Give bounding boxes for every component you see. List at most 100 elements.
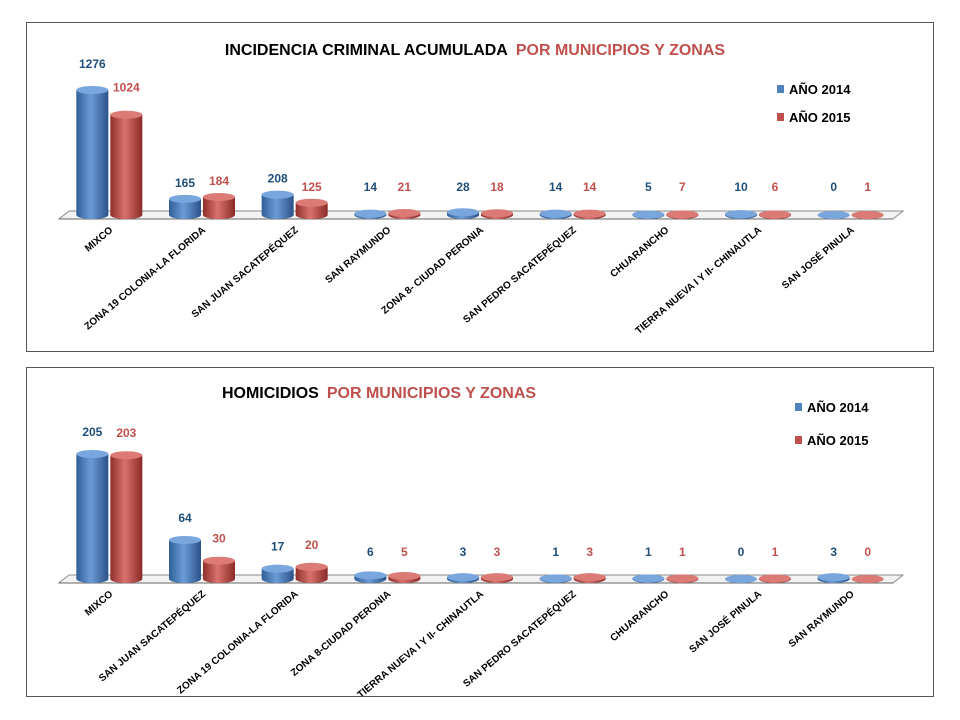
bar-top — [388, 571, 421, 580]
bar-top — [261, 564, 294, 573]
data-label-2014-san-juan-sacatepequez: 64 — [178, 511, 192, 525]
bar-top — [354, 209, 387, 218]
data-label-2014-zona-8-ciudad-peronia: 28 — [456, 180, 470, 194]
bar-top — [110, 451, 143, 460]
data-label-2015-chuarancho: 7 — [679, 180, 686, 194]
data-label-2014-tierra-nueva-i-y-ii-chinautla: 3 — [460, 545, 467, 559]
bar-top — [539, 209, 572, 218]
bar-2015-tierra-nueva-i-y-ii-chinautla — [759, 210, 791, 219]
bar-top — [110, 110, 143, 119]
legend: AÑO 2014 AÑO 2015 — [795, 400, 869, 448]
data-label-2015-chuarancho: 1 — [679, 545, 686, 559]
data-label-2015-san-raymundo: 0 — [864, 545, 871, 559]
bar-body — [261, 194, 294, 219]
category-label-san-jose-pinula: SAN JOSÉ PINULA — [686, 587, 764, 655]
bar-2014-san-jose-pinula — [817, 211, 850, 219]
bar-2014-tierra-nueva-i-y-ii-chinautla — [447, 573, 479, 583]
category-label-san-juan-sacatepequez: SAN JUAN SACATEPÉQUEZ — [189, 223, 301, 320]
category-label-zona-8-ciudad-peronia: ZONA 8-CIUDAD PERONIA — [289, 589, 393, 679]
bar-top — [203, 192, 235, 201]
category-label-san-raymundo: SAN RAYMUNDO — [323, 225, 393, 286]
legend-swatch-2015 — [777, 113, 784, 121]
bar-top — [666, 210, 699, 219]
bar-top — [169, 535, 201, 544]
data-label-2014-san-raymundo: 14 — [364, 180, 378, 194]
bar-top — [817, 573, 850, 582]
bar-top — [481, 209, 513, 218]
bar-2014-mixco — [76, 86, 109, 219]
bar-2015-mixco — [110, 110, 143, 219]
category-label-zona-8-ciudad-peronia: ZONA 8- CIUDAD PERONIA — [380, 225, 486, 317]
legend-swatch-2015 — [795, 436, 802, 444]
bar-2014-chuarancho — [632, 210, 665, 219]
legend-label-2015: AÑO 2015 — [789, 110, 850, 125]
data-label-2014-mixco: 205 — [82, 425, 102, 439]
criminal-incidence-chart: INCIDENCIA CRIMINAL ACUMULADA POR MUNICIP… — [57, 42, 905, 337]
bar-body — [169, 539, 201, 583]
bar-body — [76, 454, 109, 583]
bar-2014-san-pedro-sacatepequez — [539, 209, 572, 219]
bar-top — [666, 574, 699, 583]
data-label-2015-zona-8-ciudad-peronia: 5 — [401, 545, 408, 559]
bar-2014-san-raymundo — [817, 573, 850, 583]
bar-2015-san-raymundo — [851, 575, 884, 583]
bar-2015-san-juan-sacatepequez — [295, 198, 328, 219]
bar-2015-tierra-nueva-i-y-ii-chinautla — [481, 573, 513, 583]
bar-top — [76, 86, 109, 94]
bar-2015-zona-19-colonia-la-florida — [295, 562, 328, 583]
data-label-2015-mixco: 203 — [116, 426, 136, 440]
data-label-2015-san-juan-sacatepequez: 30 — [212, 532, 226, 546]
bar-body — [169, 198, 201, 219]
bar-2015-san-jose-pinula — [759, 574, 791, 583]
data-label-2014-san-pedro-sacatepequez: 14 — [549, 180, 563, 194]
bar-2014-san-juan-sacatepequez — [169, 535, 201, 583]
data-label-2014-chuarancho: 1 — [645, 545, 652, 559]
category-label-chuarancho: CHUARANCHO — [608, 589, 671, 644]
bar-top — [447, 208, 479, 217]
data-label-2014-zona-19-colonia-la-florida: 165 — [175, 176, 195, 190]
data-label-2014-mixco: 1276 — [79, 57, 106, 71]
data-label-2014-tierra-nueva-i-y-ii-chinautla: 10 — [734, 180, 748, 194]
legend: AÑO 2014 AÑO 2015 — [777, 82, 851, 125]
data-label-2015-san-raymundo: 21 — [398, 180, 412, 194]
bar-top — [759, 210, 791, 219]
bar-2015-zona-8-ciudad-peronia — [481, 209, 513, 219]
bar-2015-san-jose-pinula — [851, 210, 884, 219]
bar-top — [76, 450, 109, 458]
bar-2014-zona-8-ciudad-peronia — [354, 571, 387, 583]
homicides-chart: HOMICIDIOS POR MUNICIPIOS Y ZONAS AÑO 201… — [57, 385, 905, 696]
legend-swatch-2014 — [795, 403, 802, 411]
bar-body — [203, 560, 235, 583]
bar-top — [632, 210, 665, 219]
bar-2015-chuarancho — [666, 210, 699, 219]
data-label-2015-san-juan-sacatepequez: 125 — [302, 180, 322, 194]
homicides-chart-panel: HOMICIDIOS POR MUNICIPIOS Y ZONAS AÑO 201… — [26, 367, 934, 697]
data-label-2014-san-raymundo: 3 — [830, 545, 837, 559]
bar-body — [76, 90, 109, 219]
bar-top — [759, 574, 791, 583]
data-label-2015-san-pedro-sacatepequez: 3 — [586, 545, 593, 559]
bar-top — [632, 574, 665, 583]
bar-2015-mixco — [110, 451, 143, 583]
bar-body — [295, 566, 328, 583]
category-label-mixco: MIXCO — [83, 225, 115, 255]
bar-top — [539, 574, 572, 583]
bar-body — [110, 114, 143, 219]
bar-2014-mixco — [76, 450, 109, 583]
bar-2015-zona-19-colonia-la-florida — [203, 192, 235, 219]
bar-2014-tierra-nueva-i-y-ii-chinautla — [725, 210, 757, 219]
legend-swatch-2014 — [777, 85, 784, 93]
data-label-2015-tierra-nueva-i-y-ii-chinautla: 3 — [494, 545, 501, 559]
category-label-san-juan-sacatepequez: SAN JUAN SACATEPÉQUEZ — [96, 587, 208, 684]
data-label-2014-san-pedro-sacatepequez: 1 — [552, 545, 559, 559]
data-label-2015-tierra-nueva-i-y-ii-chinautla: 6 — [772, 180, 779, 194]
category-label-san-jose-pinula: SAN JOSÉ PINULA — [779, 223, 857, 291]
bar-top — [851, 575, 884, 583]
criminal-incidence-chart-panel: INCIDENCIA CRIMINAL ACUMULADA POR MUNICIP… — [26, 22, 934, 352]
bar-body — [203, 196, 235, 219]
bar-2014-san-jose-pinula — [725, 575, 757, 583]
data-label-2014-chuarancho: 5 — [645, 180, 652, 194]
data-label-2014-san-jose-pinula: 0 — [738, 545, 745, 559]
